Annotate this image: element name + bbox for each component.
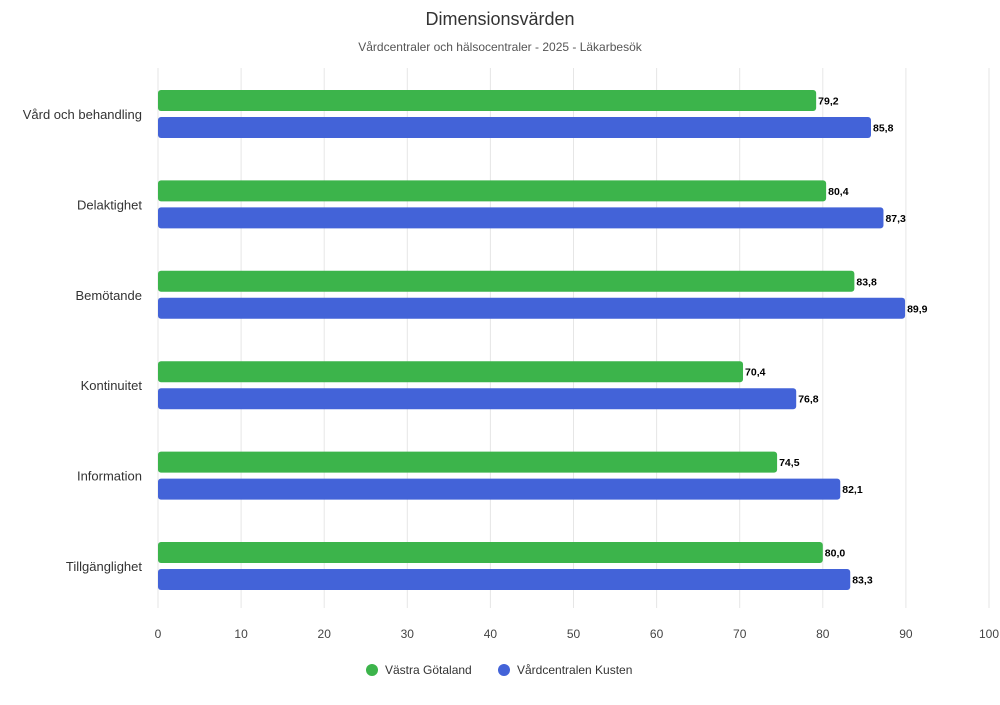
legend-label: Vårdcentralen Kusten	[517, 663, 632, 677]
data-label: 80,4	[828, 186, 849, 198]
bar[interactable]	[158, 569, 851, 590]
category-label: Information	[77, 469, 142, 484]
bar[interactable]	[158, 117, 871, 138]
x-tick-label: 70	[733, 627, 747, 641]
data-label: 85,8	[873, 123, 894, 135]
bar[interactable]	[158, 451, 778, 473]
category-label: Delaktighet	[77, 197, 142, 212]
legend: Västra Götaland Vårdcentralen Kusten	[366, 663, 632, 677]
category-label: Vård och behandling	[23, 107, 142, 122]
data-label: 83,3	[852, 575, 873, 587]
chart-title: Dimensionsvärden	[425, 9, 574, 29]
x-tick-label: 40	[484, 627, 498, 641]
bar[interactable]	[158, 270, 855, 292]
category-label: Bemötande	[76, 288, 143, 303]
x-tick-label: 50	[567, 627, 581, 641]
x-tick-label: 100	[979, 627, 999, 641]
legend-marker	[498, 664, 510, 676]
x-tick-label: 80	[816, 627, 830, 641]
legend-marker	[366, 664, 378, 676]
chart-subtitle: Vårdcentraler och hälsocentraler - 2025 …	[358, 40, 642, 54]
bar[interactable]	[158, 388, 797, 410]
data-label: 83,8	[856, 276, 877, 288]
data-label: 79,2	[818, 96, 839, 108]
data-labels: 79,2 85,8 80,4 87,3 83,8 89,9 70,4 76,8 74,5 82,1…	[745, 96, 928, 587]
category-labels: Vård och behandling Delaktighet Bemötande K…	[23, 107, 143, 574]
bar[interactable]	[158, 90, 817, 111]
data-label: 87,3	[885, 213, 906, 225]
bar[interactable]	[158, 207, 884, 229]
bar[interactable]	[158, 180, 827, 202]
x-tick-label: 10	[234, 627, 248, 641]
x-tick-label: 0	[155, 627, 162, 641]
data-label: 76,8	[798, 394, 819, 406]
x-tick-label: 60	[650, 627, 664, 641]
bar[interactable]	[158, 478, 841, 500]
bars	[158, 90, 906, 590]
data-label: 74,5	[779, 457, 800, 469]
bar[interactable]	[158, 297, 906, 319]
x-tick-label: 30	[401, 627, 415, 641]
bar[interactable]	[158, 361, 744, 383]
x-tick-label: 90	[899, 627, 913, 641]
legend-item[interactable]: Västra Götaland	[366, 663, 472, 677]
data-label: 82,1	[842, 484, 863, 496]
data-label: 70,4	[745, 367, 766, 379]
legend-label: Västra Götaland	[385, 663, 472, 677]
bar[interactable]	[158, 542, 823, 563]
category-label: Tillgänglighet	[66, 559, 143, 574]
gridlines	[157, 68, 990, 608]
legend-item[interactable]: Vårdcentralen Kusten	[498, 663, 632, 677]
x-tick-label: 20	[318, 627, 332, 641]
data-label: 80,0	[825, 548, 846, 560]
x-axis-ticks: 0 10 20 30 40 50 60 70 80 90 100	[155, 627, 1000, 641]
data-label: 89,9	[907, 303, 928, 315]
category-label: Kontinuitet	[81, 378, 143, 393]
